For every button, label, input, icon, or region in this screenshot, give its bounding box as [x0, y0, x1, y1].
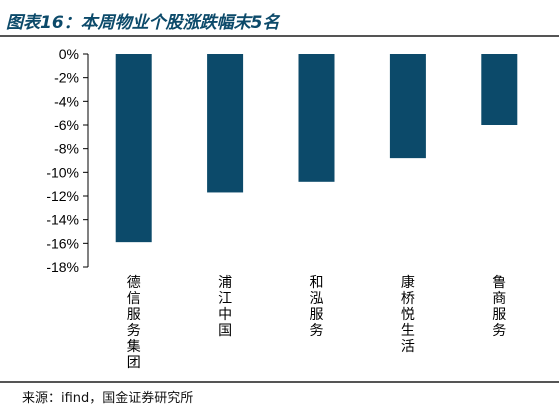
source-divider [0, 381, 559, 383]
bar [115, 54, 152, 243]
x-tick-label: 康桥悦生活 [401, 274, 415, 355]
source-note: 来源：ifind，国金证券研究所 [22, 391, 194, 406]
bar-chart: 0% -2% -4% -6% -8% -10% -12% -14% -16% -18% 德信服务集团… [46, 46, 518, 371]
y-tick-label: 0% [59, 46, 79, 62]
x-tick-label: 德信服务集团 [127, 275, 141, 371]
y-tick-label: -4% [54, 93, 79, 109]
bar [207, 54, 244, 193]
y-tick-label: -8% [54, 141, 79, 157]
x-tick-label: 和泓服务 [310, 275, 324, 339]
bar [298, 54, 335, 182]
x-tick-label: 鲁商服务 [492, 275, 506, 339]
y-tick-label: -12% [46, 188, 79, 204]
y-tick-label: -16% [46, 235, 79, 251]
y-tick-label: -6% [54, 117, 79, 133]
bar [481, 54, 518, 125]
title-divider [0, 35, 559, 37]
y-tick-label: -18% [46, 259, 79, 275]
bar [389, 54, 426, 159]
y-tick-label: -14% [46, 212, 79, 228]
y-tick-label: -2% [54, 70, 79, 86]
x-tick-label: 浦江中国 [218, 275, 232, 339]
chart-title: 图表16：本周物业个股涨跌幅末5名 [6, 13, 280, 33]
y-tick-label: -10% [46, 164, 79, 180]
